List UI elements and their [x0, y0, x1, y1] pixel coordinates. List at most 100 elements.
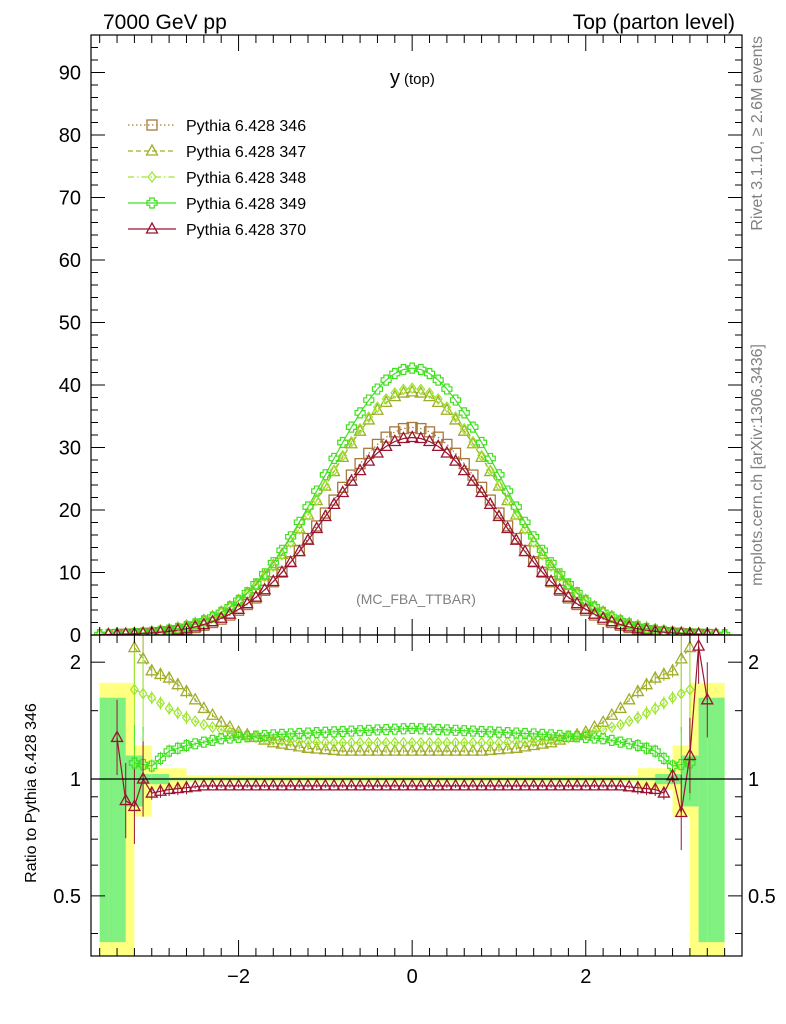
ratio-point: [416, 736, 426, 749]
ratio-point: [406, 722, 418, 735]
data-point: [205, 614, 220, 627]
data-point: [589, 601, 599, 614]
ratio-y-tick-label: 0.5: [53, 886, 81, 908]
ratio-point: [370, 743, 385, 756]
uncertainty-band-yellow: [689, 682, 699, 956]
x-tick-label: 2: [580, 966, 591, 988]
x-tick-label: 0: [407, 966, 418, 988]
ratio-point: [301, 778, 315, 791]
data-point: [449, 394, 462, 406]
ratio-point: [208, 721, 218, 734]
data-point: [258, 582, 272, 595]
ratio-point: [119, 793, 133, 806]
ratio-point: [657, 785, 671, 798]
data-point: [649, 624, 662, 635]
ratio-point: [613, 778, 628, 791]
ratio-point: [631, 684, 645, 697]
data-point: [276, 544, 288, 556]
data-point: [285, 531, 297, 543]
ratio-point: [659, 696, 669, 709]
ratio-point: [128, 757, 140, 769]
data-point: [275, 564, 289, 577]
data-point: [415, 363, 427, 376]
ratio-point: [370, 778, 385, 791]
data-point: [466, 473, 480, 486]
data-point: [180, 620, 193, 633]
ratio-point: [440, 778, 454, 791]
ratio-point: [665, 663, 680, 676]
ratio-point: [389, 723, 401, 735]
ratio-point: [441, 724, 453, 736]
ratio-point: [136, 771, 150, 784]
ratio-point: [162, 782, 176, 795]
data-point: [94, 629, 106, 635]
y-tick-label: 40: [59, 375, 81, 397]
ratio-point: [555, 732, 565, 745]
ratio-point: [379, 778, 393, 791]
ratio-point: [318, 778, 332, 791]
data-point: [702, 627, 712, 635]
ratio-point: [146, 760, 158, 772]
data-point: [242, 588, 252, 601]
data-point: [544, 574, 558, 587]
ratio-point: [379, 743, 393, 756]
legend-marker: [146, 119, 158, 131]
data-point: [510, 501, 522, 513]
uncertainty-band-green: [108, 697, 118, 943]
data-point: [632, 620, 644, 633]
uncertainty-band-green: [707, 697, 716, 943]
data-point: [241, 587, 253, 599]
data-point: [511, 508, 521, 521]
data-point: [685, 626, 695, 635]
ratio-point: [596, 778, 610, 791]
data-point: [121, 626, 131, 635]
data-point: [329, 464, 339, 477]
ratio-point: [639, 781, 654, 794]
ratio-y-axis-label: Ratio to Pythia 6.428 346: [23, 703, 40, 883]
data-point: [388, 389, 402, 402]
data-point: [371, 383, 384, 395]
x-tick-label: −2: [227, 966, 250, 988]
ratio-point: [344, 743, 358, 756]
data-point: [442, 401, 452, 414]
ratio-point: [327, 778, 341, 791]
ratio-point: [520, 735, 530, 748]
data-point: [354, 457, 366, 470]
ratio-point: [310, 778, 324, 791]
ratio-point: [110, 730, 124, 743]
data-point: [303, 508, 313, 521]
ratio-point: [372, 736, 382, 749]
data-point: [154, 624, 166, 635]
legend-marker: [145, 143, 159, 156]
ratio-point: [685, 683, 695, 696]
data-point: [676, 626, 687, 635]
ratio-point: [422, 743, 437, 756]
ratio-point: [579, 778, 593, 791]
ratio-point: [622, 779, 636, 792]
data-point: [639, 622, 654, 635]
ratio-point: [205, 778, 220, 791]
ratio-point: [162, 670, 176, 683]
data-point: [232, 594, 245, 606]
ratio-point: [457, 778, 471, 791]
ratio-point: [355, 736, 365, 749]
ratio-y-tick-label: 1: [70, 769, 81, 791]
ratio-point: [302, 727, 314, 739]
data-point: [346, 435, 356, 448]
ratio-point: [267, 729, 279, 741]
data-point: [310, 521, 324, 534]
ratio-series-line: [133, 647, 691, 752]
ratio-point: [232, 731, 245, 744]
data-point: [371, 438, 384, 451]
ratio-point: [561, 778, 575, 791]
data-point: [407, 382, 417, 395]
legend-label: Pythia 6.428 347: [186, 144, 306, 161]
ratio-point: [127, 799, 141, 812]
data-point: [240, 596, 254, 609]
data-point: [370, 445, 385, 458]
data-point: [459, 422, 469, 435]
y-tick-label: 70: [59, 188, 81, 210]
data-point: [431, 439, 445, 452]
ratio-point: [292, 739, 306, 752]
data-point: [527, 554, 541, 567]
